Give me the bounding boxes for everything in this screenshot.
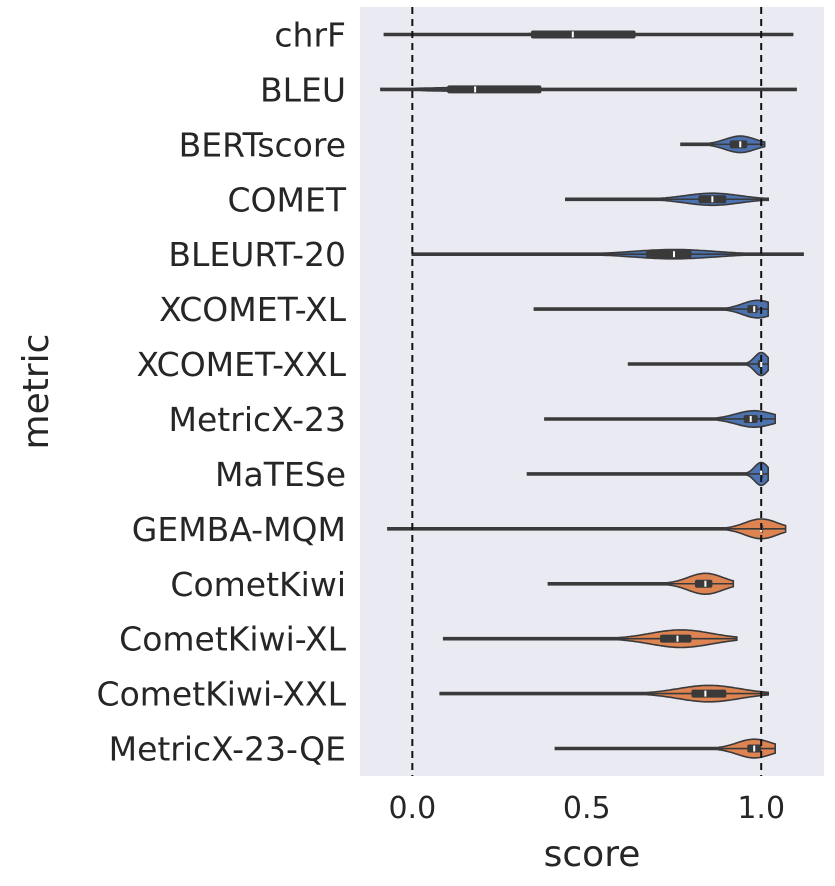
- y-tick-bertscore: BERTscore: [179, 125, 346, 164]
- iqr-box-xcomet-xl: [747, 305, 758, 314]
- y-tick-cometkiwi-xxl: CometKiwi-XXL: [97, 675, 347, 714]
- iqr-box-bertscore: [729, 140, 748, 149]
- iqr-box-bleu: [447, 85, 542, 94]
- iqr-box-bleurt-20: [646, 250, 692, 259]
- y-tick-cometkiwi: CometKiwi: [170, 565, 346, 604]
- y-tick-cometkiwi-xl: CometKiwi-XL: [119, 620, 346, 659]
- reference-lines: [411, 7, 763, 776]
- x-tick-0-5: 0.5: [563, 791, 611, 826]
- iqr-box-chrf: [530, 30, 636, 39]
- y-tick-metricx-23: MetricX-23: [169, 400, 346, 439]
- y-tick-gemba-mqm: GEMBA-MQM: [132, 510, 346, 549]
- y-tick-comet: COMET: [228, 180, 347, 219]
- y-tick-matese: MaTESe: [215, 455, 346, 494]
- x-tick-labels: 0.0 0.5 1.0: [388, 791, 785, 826]
- plot-area: [360, 7, 824, 776]
- iqr-box-cometkiwi-xxl: [691, 689, 727, 698]
- y-axis-label: metric: [16, 334, 57, 450]
- y-tick-chrf: chrF: [274, 15, 346, 54]
- y-tick-xcomet-xxl: XCOMET-XXL: [136, 345, 346, 384]
- y-tick-metricx-23-qe: MetricX-23-QE: [109, 730, 346, 769]
- iqr-box-cometkiwi-xl: [660, 634, 692, 643]
- violin-marks: [380, 30, 804, 759]
- y-tick-xcomet-xl: XCOMET-XL: [159, 290, 347, 329]
- y-tick-bleu: BLEU: [260, 70, 346, 109]
- y-tick-bleurt-20: BLEURT-20: [168, 235, 346, 274]
- x-tick-0-0: 0.0: [388, 791, 436, 826]
- x-tick-1-0: 1.0: [737, 791, 785, 826]
- y-tick-labels: chrF BLEU BERTscore COMET BLEURT-20 XCOMET-XL…: [97, 15, 347, 768]
- iqr-box-cometkiwi: [694, 579, 713, 588]
- x-axis-label: score: [544, 834, 641, 875]
